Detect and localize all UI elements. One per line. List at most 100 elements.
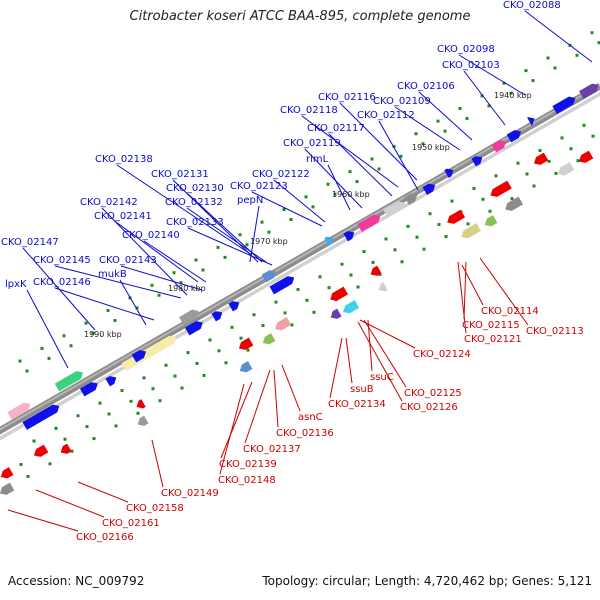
forward-leader-line	[187, 227, 273, 266]
forward-leader-line	[172, 179, 259, 263]
tick-dot	[437, 223, 441, 227]
forward-gene-arrow	[54, 371, 84, 392]
forward-gene-arrow	[105, 376, 117, 387]
forward-gene-arrow	[131, 350, 147, 363]
tick-dot	[246, 348, 250, 352]
tick-dot	[305, 298, 309, 302]
reverse-leader-line	[77, 481, 129, 503]
reverse-gene-arrow	[137, 415, 149, 426]
forward-leader-line	[328, 133, 393, 197]
reverse-gene-label: asnC	[298, 412, 323, 423]
forward-gene-label: CKO_02130	[166, 183, 224, 194]
kbp-tick-label: 1940 kbp	[494, 91, 532, 100]
tick-dot	[450, 199, 454, 203]
forward-leader-line	[143, 240, 207, 283]
tick-dot	[85, 425, 89, 429]
map-title: Citrobacter koseri ATCC BAA-895, complet…	[129, 9, 471, 24]
forward-gene-label: CKO_02109	[373, 96, 431, 107]
tick-dot	[76, 414, 80, 418]
forward-gene-arrow	[579, 83, 599, 99]
tick-dot	[371, 260, 375, 264]
forward-gene-arrow	[228, 301, 240, 312]
forward-gene-label: lpxK	[5, 279, 27, 290]
reverse-gene-label: CKO_02121	[464, 334, 522, 345]
forward-leader-line	[119, 279, 147, 326]
tick-dot	[91, 331, 95, 335]
reverse-gene-label: CKO_02126	[400, 402, 458, 413]
forward-gene-label: CKO_02133	[166, 217, 224, 228]
reverse-gene-arrow	[490, 180, 512, 197]
forward-leader-line	[327, 164, 351, 211]
tick-dot	[384, 237, 388, 241]
tick-dot	[63, 437, 67, 441]
tick-dot	[129, 399, 133, 403]
forward-gene-label: CKO_02142	[80, 197, 138, 208]
tick-dot	[575, 53, 579, 57]
tick-dot	[406, 224, 410, 228]
reverse-gene-arrow	[238, 337, 254, 350]
reverse-gene-label: CKO_02158	[126, 503, 184, 514]
tick-dot	[106, 309, 110, 313]
forward-gene-label: CKO_02116	[318, 92, 376, 103]
tick-dot	[392, 144, 396, 148]
tick-dot	[151, 387, 155, 391]
reverse-leader-line	[7, 509, 79, 532]
reverse-gene-arrow	[533, 152, 549, 165]
reverse-gene-arrow	[558, 162, 575, 176]
tick-dot	[289, 217, 293, 221]
tick-dot	[173, 374, 177, 378]
tick-dot	[239, 336, 243, 340]
forward-leader-line	[463, 70, 506, 126]
tick-dot	[92, 437, 96, 441]
reverse-gene-label: CKO_02114	[481, 306, 539, 317]
forward-gene-arrow	[383, 201, 405, 218]
tick-dot	[180, 386, 184, 390]
reverse-leader-line	[463, 261, 467, 320]
tick-dot	[194, 258, 198, 262]
forward-leader-line	[378, 120, 419, 191]
accession-text: Accession: NC_009792	[8, 574, 145, 588]
forward-leader-line	[186, 207, 267, 263]
forward-gene-label: CKO_02112	[357, 110, 415, 121]
tick-dot	[349, 273, 353, 277]
forward-gene-label: pepN	[237, 195, 263, 206]
reverse-gene-arrow	[484, 215, 498, 227]
reverse-gene-arrow	[461, 223, 481, 239]
reverse-gene-labels: CKO_02114 CKO_02115 CKO_02113 CKO_02121 CKO_…	[76, 306, 584, 543]
tick-dot	[436, 119, 440, 123]
forward-genes	[7, 83, 599, 430]
forward-gene-label: CKO_02103	[442, 60, 500, 71]
tick-dot	[494, 174, 498, 178]
forward-gene-label: CKO_02140	[122, 230, 180, 241]
reverse-gene-label: ssuC	[370, 372, 394, 383]
tick-dot	[282, 208, 286, 212]
forward-leader-line	[339, 102, 418, 181]
tick-dot	[524, 69, 528, 73]
tick-dot	[304, 195, 308, 199]
forward-leader-line	[458, 54, 526, 96]
tick-dot	[525, 172, 529, 176]
reverse-gene-arrow	[0, 467, 14, 479]
reverse-leader-line	[367, 319, 373, 372]
tick-dot	[25, 369, 29, 373]
reverse-leader-line	[220, 381, 253, 459]
forward-leader-line	[54, 265, 182, 299]
reverse-leader-line	[273, 369, 279, 428]
tick-dot	[510, 197, 514, 201]
tick-dot	[488, 209, 492, 213]
tick-dot	[466, 222, 470, 226]
tick-dot	[48, 462, 52, 466]
forward-gene-label: CKO_02088	[503, 0, 561, 11]
reverse-leader-line	[219, 383, 245, 475]
tick-dot	[201, 268, 205, 272]
forward-gene-label: CKO_02146	[33, 277, 91, 288]
reverse-leader-line	[345, 337, 353, 384]
tick-dot	[422, 247, 426, 251]
forward-gene-arrow	[22, 404, 60, 430]
tick-dot	[414, 132, 418, 136]
reverse-gene-label: CKO_02161	[102, 518, 160, 529]
reverse-leader-lines	[7, 257, 529, 532]
tick-dot	[267, 230, 271, 234]
tick-dot	[120, 388, 124, 392]
